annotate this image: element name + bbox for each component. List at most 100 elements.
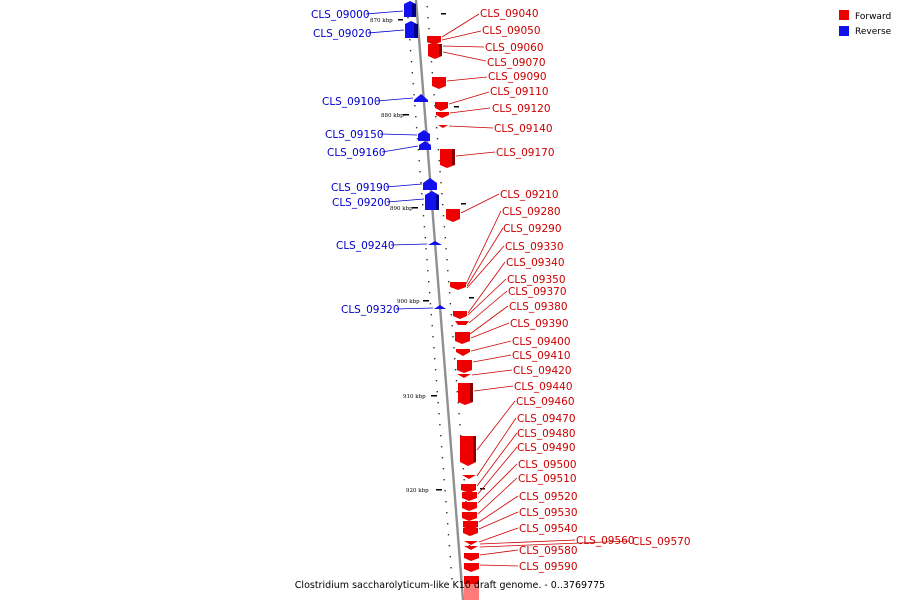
gene-label-CLS_09050[interactable]: CLS_09050 [482, 25, 541, 37]
minor-dot [450, 567, 452, 569]
gene-block-CLS_09390[interactable] [455, 321, 469, 325]
gene-block-CLS_09120[interactable] [436, 112, 449, 118]
gene-block-CLS_09580[interactable] [464, 553, 479, 561]
minor-dot [442, 204, 444, 206]
minor-dot [439, 171, 441, 173]
gene-block-CLS_09545[interactable] [462, 512, 477, 521]
gene-label-CLS_09370[interactable]: CLS_09370 [508, 286, 567, 298]
gene-block-CLS_09460[interactable] [458, 383, 473, 405]
minor-dot [440, 446, 443, 448]
minor-dot [426, 259, 428, 261]
gene-label-CLS_09000[interactable]: CLS_09000 [311, 9, 370, 21]
gene-block-CLS_09420[interactable] [457, 360, 472, 373]
gene-label-CLS_09440[interactable]: CLS_09440 [514, 381, 573, 393]
gene-block-CLS_09520[interactable] [461, 484, 476, 493]
gene-label-CLS_09280[interactable]: CLS_09280 [502, 206, 561, 218]
minor-dot [422, 215, 425, 217]
gene-label-CLS_09590[interactable]: CLS_09590 [519, 561, 578, 573]
minor-dot [434, 369, 437, 371]
tick-920: 920 kbp [406, 488, 442, 494]
gene-block-CLS_09320[interactable] [434, 305, 446, 309]
gene-label-CLS_09410[interactable]: CLS_09410 [512, 350, 571, 362]
gene-label-CLS_09380[interactable]: CLS_09380 [509, 301, 568, 313]
gene-block-CLS_09560[interactable] [464, 541, 478, 545]
gene-block-CLS_09040[interactable] [427, 36, 441, 45]
gene-label-CLS_09210[interactable]: CLS_09210 [500, 189, 559, 201]
gene-label-CLS_09530[interactable]: CLS_09530 [519, 507, 578, 519]
gene-label-CLS_09420[interactable]: CLS_09420 [513, 365, 572, 377]
gene-label-CLS_09320[interactable]: CLS_09320 [341, 304, 400, 316]
gene-label-CLS_09510[interactable]: CLS_09510 [518, 473, 577, 485]
gene-block-CLS_09410[interactable] [456, 349, 470, 356]
gene-block-CLS_09140[interactable] [438, 125, 448, 128]
gene-block-CLS_09150[interactable] [418, 130, 430, 141]
gene-label-CLS_09460[interactable]: CLS_09460 [516, 396, 575, 408]
minor-dot [447, 270, 449, 272]
legend-forward[interactable]: Forward [839, 10, 891, 22]
gene-block-CLS_09020[interactable] [405, 21, 418, 38]
gene-label-CLS_09100[interactable]: CLS_09100 [322, 96, 381, 108]
gene-block-CLS_09550[interactable] [463, 521, 478, 530]
gene-block-CLS_09160[interactable] [419, 141, 431, 150]
legend-reverse-label: Reverse [855, 27, 892, 37]
gene-label-CLS_09150[interactable]: CLS_09150 [325, 129, 384, 141]
gene-label-CLS_09340[interactable]: CLS_09340 [506, 257, 565, 269]
gene-label-CLS_09540[interactable]: CLS_09540 [519, 523, 578, 535]
gene-label-CLS_09110[interactable]: CLS_09110 [490, 86, 549, 98]
gene-label-CLS_09480[interactable]: CLS_09480 [517, 428, 576, 440]
minor-dot [440, 435, 442, 437]
gene-label-CLS_09290[interactable]: CLS_09290 [503, 223, 562, 235]
gene-label-CLS_09570[interactable]: CLS_09570 [632, 536, 691, 548]
legend-reverse[interactable]: Reverse [839, 26, 892, 37]
gene-label-CLS_09240[interactable]: CLS_09240 [336, 240, 395, 252]
gene-block-CLS_09500[interactable] [460, 436, 476, 466]
gene-label-CLS_09560[interactable]: CLS_09560 [576, 535, 635, 547]
gene-label-CLS_09490[interactable]: CLS_09490 [517, 442, 576, 454]
scale-ticks: 870 kbp 880 kbp 890 kbp 900 kbp 910 kbp … [370, 18, 442, 494]
gene-label-CLS_09520[interactable]: CLS_09520 [519, 491, 578, 503]
gene-label-CLS_09070[interactable]: CLS_09070 [487, 57, 546, 69]
gene-block-CLS_09000[interactable] [404, 1, 416, 17]
gene-block-CLS_09170[interactable] [440, 149, 455, 168]
minor-dot [455, 380, 458, 382]
gene-label-CLS_09090[interactable]: CLS_09090 [488, 71, 547, 83]
gene-block-CLS_09110[interactable] [435, 102, 448, 111]
gene-block-CLS_09590[interactable] [464, 563, 479, 572]
gene-label-CLS_09040[interactable]: CLS_09040 [480, 8, 539, 20]
gene-label-CLS_09060[interactable]: CLS_09060 [485, 42, 544, 54]
gene-label-CLS_09120[interactable]: CLS_09120 [492, 103, 551, 115]
gene-block-CLS_09400[interactable] [455, 332, 470, 344]
gene-label-CLS_09390[interactable]: CLS_09390 [510, 318, 569, 330]
gene-label-CLS_09020[interactable]: CLS_09020 [313, 28, 372, 40]
gene-block-CLS_09540[interactable] [462, 502, 477, 511]
gene-block-CLS_09200[interactable] [425, 191, 439, 210]
gene-block-CLS_09510[interactable] [462, 475, 476, 479]
gene-block-CLS_09330[interactable] [450, 282, 466, 290]
gene-label-CLS_09500[interactable]: CLS_09500 [518, 459, 577, 471]
gene-block-CLS_09190[interactable] [423, 178, 437, 190]
tick-910: 910 kbp [403, 394, 437, 400]
gene-block-CLS_09370[interactable] [453, 311, 467, 319]
tick-label: 880 kbp [381, 113, 404, 119]
gene-block-CLS_09100[interactable] [414, 94, 428, 102]
gene-label-CLS_09160[interactable]: CLS_09160 [327, 147, 386, 159]
gene-label-CLS_09190[interactable]: CLS_09190 [331, 182, 390, 194]
gene-block-CLS_09570[interactable] [464, 546, 478, 550]
minor-dot [445, 248, 447, 250]
gene-block-CLS_09440[interactable] [457, 374, 471, 378]
gene-label-CLS_09140[interactable]: CLS_09140 [494, 123, 553, 135]
gene-label-CLS_09170[interactable]: CLS_09170 [496, 147, 555, 159]
gene-label-CLS_09200[interactable]: CLS_09200 [332, 197, 391, 209]
gene-block-CLS_09555[interactable] [463, 528, 478, 536]
gene-label-CLS_09580[interactable]: CLS_09580 [519, 545, 578, 557]
gene-label-CLS_09350[interactable]: CLS_09350 [507, 274, 566, 286]
gene-block-CLS_09240[interactable] [428, 241, 442, 245]
gene-label-CLS_09330[interactable]: CLS_09330 [505, 241, 564, 253]
gene-label-CLS_09400[interactable]: CLS_09400 [512, 336, 571, 348]
gene-block-CLS_09210[interactable] [446, 209, 460, 222]
gene-block-CLS_09060[interactable] [428, 44, 442, 59]
gene-block-CLS_09090[interactable] [432, 77, 446, 89]
gene-label-CLS_09470[interactable]: CLS_09470 [517, 413, 576, 425]
gene-block-CLS_09530[interactable] [462, 492, 477, 501]
gene-block-bottom[interactable] [464, 576, 479, 600]
